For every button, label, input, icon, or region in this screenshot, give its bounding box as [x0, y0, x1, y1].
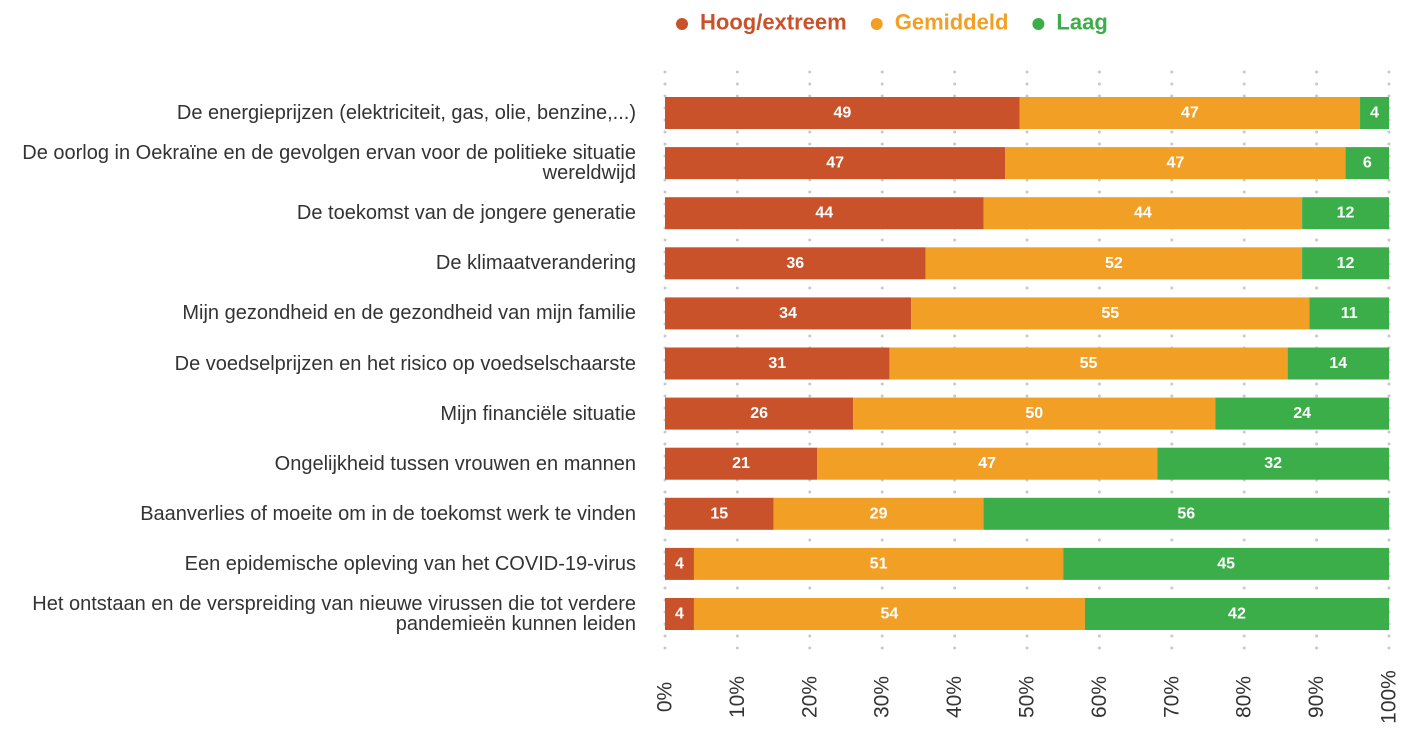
value-label: 52 — [1105, 255, 1123, 272]
legend-label: Gemiddeld — [895, 10, 1009, 35]
value-label: 36 — [786, 255, 804, 272]
value-label: 47 — [826, 155, 844, 172]
value-label: 44 — [1134, 205, 1152, 222]
bar-segment — [1360, 97, 1389, 129]
bar-segment — [665, 197, 984, 230]
value-label: 32 — [1264, 455, 1282, 472]
legend-swatch — [1032, 18, 1045, 30]
bar-segment — [1005, 147, 1346, 180]
value-label: 51 — [870, 555, 888, 572]
bar-segment — [1215, 397, 1389, 430]
bar-segment — [693, 598, 1085, 630]
value-label: 45 — [1217, 555, 1235, 572]
value-label: 47 — [1167, 155, 1185, 172]
bar-segment — [889, 347, 1288, 380]
bar-segment — [1302, 197, 1389, 230]
value-label: 12 — [1337, 255, 1355, 272]
x-tick-label: 20% — [798, 676, 821, 718]
legend-swatch — [870, 18, 883, 30]
bar-segment — [1084, 598, 1389, 630]
value-label: 11 — [1341, 305, 1358, 322]
value-label: 47 — [978, 455, 996, 472]
value-label: 55 — [1101, 305, 1119, 322]
bar-segment — [1157, 447, 1389, 480]
bar-segment — [773, 497, 984, 530]
bar-segment — [911, 297, 1310, 330]
x-tick-label: 80% — [1233, 676, 1256, 718]
bar-segment — [693, 547, 1064, 580]
value-label: 42 — [1228, 606, 1246, 623]
category-label: Baanverlies of moeite om in de toekomst … — [140, 502, 636, 525]
bar-segment — [1019, 97, 1361, 129]
x-tick-label: 50% — [1016, 676, 1039, 718]
x-tick-label: 60% — [1088, 676, 1111, 718]
value-label: 56 — [1177, 505, 1195, 522]
category-label: De energieprijzen (elektriciteit, gas, o… — [176, 102, 636, 124]
value-label: 55 — [1080, 355, 1098, 372]
bar-segment — [983, 197, 1303, 230]
value-label: 4 — [1370, 105, 1379, 122]
category-label: De toekomst van de jongere generatie — [296, 202, 636, 225]
value-label: 15 — [710, 505, 728, 522]
category-label: De klimaatverandering — [435, 252, 636, 275]
category-label: Mijn gezondheid en de gezondheid van mij… — [182, 302, 636, 325]
bar-segment — [1345, 147, 1389, 180]
value-label: 31 — [768, 355, 786, 372]
bar-segment — [983, 497, 1389, 530]
bar-segment — [665, 447, 818, 480]
x-tick-label: 70% — [1160, 676, 1183, 718]
category-label: Het ontstaan en de verspreiding van nieu… — [32, 593, 636, 635]
category-label: Een epidemische opleving van het COVID-1… — [184, 552, 636, 575]
value-label: 24 — [1293, 405, 1311, 422]
value-label: 12 — [1337, 205, 1355, 222]
x-tick-label: 90% — [1305, 676, 1328, 718]
value-label: 54 — [881, 606, 899, 623]
value-label: 44 — [815, 205, 833, 222]
value-label: 6 — [1363, 155, 1372, 172]
value-label: 34 — [779, 305, 797, 322]
bar-segment — [665, 97, 1020, 129]
bar-segment — [853, 397, 1216, 430]
legend-swatch — [676, 18, 688, 30]
bar-segment — [665, 147, 1006, 180]
bar-segment — [665, 598, 694, 630]
bar-segment — [817, 447, 1158, 480]
value-label: 21 — [732, 455, 750, 472]
x-tick-label: 0% — [654, 682, 677, 712]
value-label: 29 — [870, 505, 888, 522]
category-label: De voedselprijzen en het risico op voeds… — [174, 352, 636, 375]
bar-segment — [925, 247, 1303, 280]
value-label: 49 — [833, 105, 851, 122]
bar-segment — [1287, 347, 1389, 380]
bar-segment — [665, 247, 926, 280]
bar-segment — [1063, 547, 1389, 580]
x-tick-label: 10% — [726, 676, 749, 718]
category-label: Mijn financiële situatie — [440, 402, 636, 425]
bar-segment — [665, 397, 854, 430]
bar-segment — [1302, 247, 1389, 280]
value-label: 4 — [675, 555, 684, 572]
value-label: 47 — [1181, 105, 1199, 122]
x-tick-label: 100% — [1378, 670, 1401, 724]
value-label: 14 — [1329, 355, 1347, 372]
legend-label: Laag — [1056, 10, 1107, 35]
value-label: 50 — [1025, 405, 1043, 422]
x-tick-label: 40% — [943, 676, 966, 718]
bar-segment — [665, 347, 890, 380]
x-tick-label: 30% — [871, 676, 894, 718]
bar-segment — [665, 547, 694, 580]
category-label: Ongelijkheid tussen vrouwen en mannen — [274, 452, 636, 475]
bar-segment — [1309, 297, 1389, 330]
bar-segment — [665, 297, 912, 330]
category-label: De oorlog in Oekraïne en de gevolgen erv… — [22, 142, 636, 185]
legend-label: Hoog/extreem — [700, 10, 847, 35]
value-label: 26 — [750, 405, 768, 422]
bar-segment — [665, 497, 774, 530]
value-label: 4 — [675, 606, 684, 623]
